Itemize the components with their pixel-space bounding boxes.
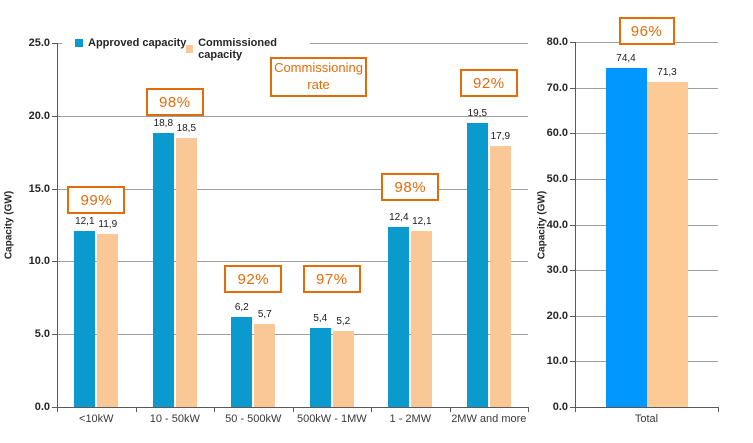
gridline — [57, 261, 528, 263]
y-axis-tick-mark — [52, 115, 57, 117]
bar-commissioned — [97, 233, 119, 407]
bar-value-label: 5,7 — [257, 309, 272, 320]
legend-label: Approved capacity — [88, 37, 187, 49]
commissioning-rate-badge: 92% — [224, 265, 283, 293]
y-axis-tick-mark — [52, 188, 57, 190]
bar-commissioned — [254, 324, 276, 407]
y-tick-label: 30.0 — [546, 264, 568, 277]
x-category-label: 10 - 50kW — [149, 413, 200, 425]
x-axis-line — [575, 407, 719, 408]
x-axis-tick-mark — [449, 407, 451, 412]
y-tick-label: 70.0 — [546, 81, 568, 94]
bar-value-label: 11,9 — [98, 218, 118, 230]
y-axis-tick-mark — [570, 361, 575, 363]
bar-value-label: 19,5 — [467, 108, 488, 120]
bar-commissioned — [175, 137, 197, 407]
bar-approved — [152, 133, 174, 407]
y-tick-label: 20.0 — [546, 309, 568, 322]
commissioning-rate-title: Commissioning rate — [270, 57, 367, 97]
y-axis-title: Capacity (GW) — [536, 190, 548, 260]
bar-commissioned — [332, 331, 354, 407]
y-axis-tick-mark — [52, 407, 57, 408]
y-tick-label: 40.0 — [546, 218, 568, 231]
bar-value-label: 18,5 — [176, 122, 197, 134]
x-axis-tick-mark — [371, 407, 372, 412]
commissioning-rate-badge: 99% — [67, 186, 126, 214]
y-tick-label: 15.0 — [28, 182, 50, 195]
gridline — [57, 115, 528, 117]
commissioning-rate-badge: 98% — [145, 88, 204, 116]
bar-approved — [74, 230, 96, 407]
y-axis-tick-mark — [52, 43, 57, 44]
y-axis-tick-mark — [570, 133, 575, 135]
gridline — [57, 334, 528, 336]
y-tick-label: 80.0 — [546, 36, 568, 48]
x-category-label: 2MW and more — [451, 413, 527, 425]
bar-approved — [388, 226, 410, 407]
x-axis-tick-mark — [214, 407, 215, 412]
legend-swatch — [75, 39, 83, 47]
legend-label: Commissioned capacity — [198, 37, 277, 61]
bar-value-label: 18,8 — [153, 118, 174, 130]
y-axis-tick-mark — [570, 315, 575, 317]
bar-value-label: 71,3 — [657, 66, 677, 78]
legend: Approved capacity Commissioned capacity — [62, 34, 310, 61]
y-tick-label: 25.0 — [28, 37, 50, 49]
bar-value-label: 12,1 — [412, 215, 432, 227]
commissioning-rate-badge: 97% — [302, 265, 361, 293]
y-tick-label: 0.0 — [34, 401, 50, 413]
x-axis-tick-mark — [528, 407, 529, 412]
y-axis-tick-mark — [570, 270, 575, 272]
x-category-label: 500kW - 1MW — [296, 413, 367, 425]
y-axis-title: Capacity (GW) — [3, 190, 15, 260]
bar-value-label: 17,9 — [490, 131, 511, 143]
y-axis-tick-mark — [570, 42, 575, 43]
y-axis-line — [57, 43, 58, 408]
x-axis-tick-mark — [57, 407, 58, 412]
bar-commissioned — [489, 146, 511, 407]
x-axis-tick-mark — [292, 407, 294, 412]
y-axis-tick-mark — [52, 334, 57, 336]
bar-value-label: 6,2 — [234, 301, 249, 313]
commissioning-rate-badge: 92% — [459, 69, 518, 97]
legend-swatch — [186, 45, 194, 53]
bar-value-label: 5,4 — [313, 313, 328, 325]
y-axis-tick-mark — [570, 178, 575, 180]
x-category-label: <10kW — [79, 413, 114, 425]
y-tick-label: 10.0 — [28, 255, 50, 268]
y-axis-tick-mark — [570, 224, 575, 226]
y-tick-label: 0.0 — [552, 401, 568, 413]
bar-commissioned — [411, 230, 433, 407]
x-category-label: 50 - 500kW — [225, 413, 282, 425]
y-axis-tick-mark — [52, 261, 57, 263]
y-tick-label: 20.0 — [28, 109, 50, 122]
gridline — [57, 188, 528, 190]
y-axis-tick-mark — [570, 87, 575, 89]
bar-value-label: 74,4 — [616, 52, 636, 64]
y-axis-tick-mark — [570, 407, 575, 408]
bar-approved — [605, 67, 647, 407]
y-tick-label: 10.0 — [546, 355, 568, 368]
legend-item-approved: Approved capacity — [75, 37, 186, 49]
bar-value-label: 12,4 — [389, 211, 409, 223]
bar-approved — [309, 328, 331, 407]
bar-value-label: 5,2 — [336, 316, 351, 328]
bar-approved — [466, 123, 488, 407]
y-tick-label: 50.0 — [546, 172, 568, 185]
commissioning-rate-badge: 96% — [618, 17, 675, 45]
x-axis-tick-mark — [575, 407, 576, 412]
bar-commissioned — [646, 81, 688, 407]
x-category-label: 1 - 2MW — [389, 413, 432, 425]
bar-value-label: 12,1 — [75, 215, 95, 227]
y-tick-label: 5.0 — [34, 328, 50, 341]
bar-approved — [231, 316, 253, 407]
x-axis-tick-mark — [135, 407, 137, 412]
commissioning-rate-badge: 98% — [381, 173, 440, 201]
x-axis-tick-mark — [718, 407, 719, 412]
y-axis-line — [575, 42, 576, 408]
legend-item-commissioned: Commissioned capacity — [186, 37, 310, 61]
x-category-label: Total — [634, 413, 659, 425]
y-tick-label: 60.0 — [546, 127, 568, 140]
